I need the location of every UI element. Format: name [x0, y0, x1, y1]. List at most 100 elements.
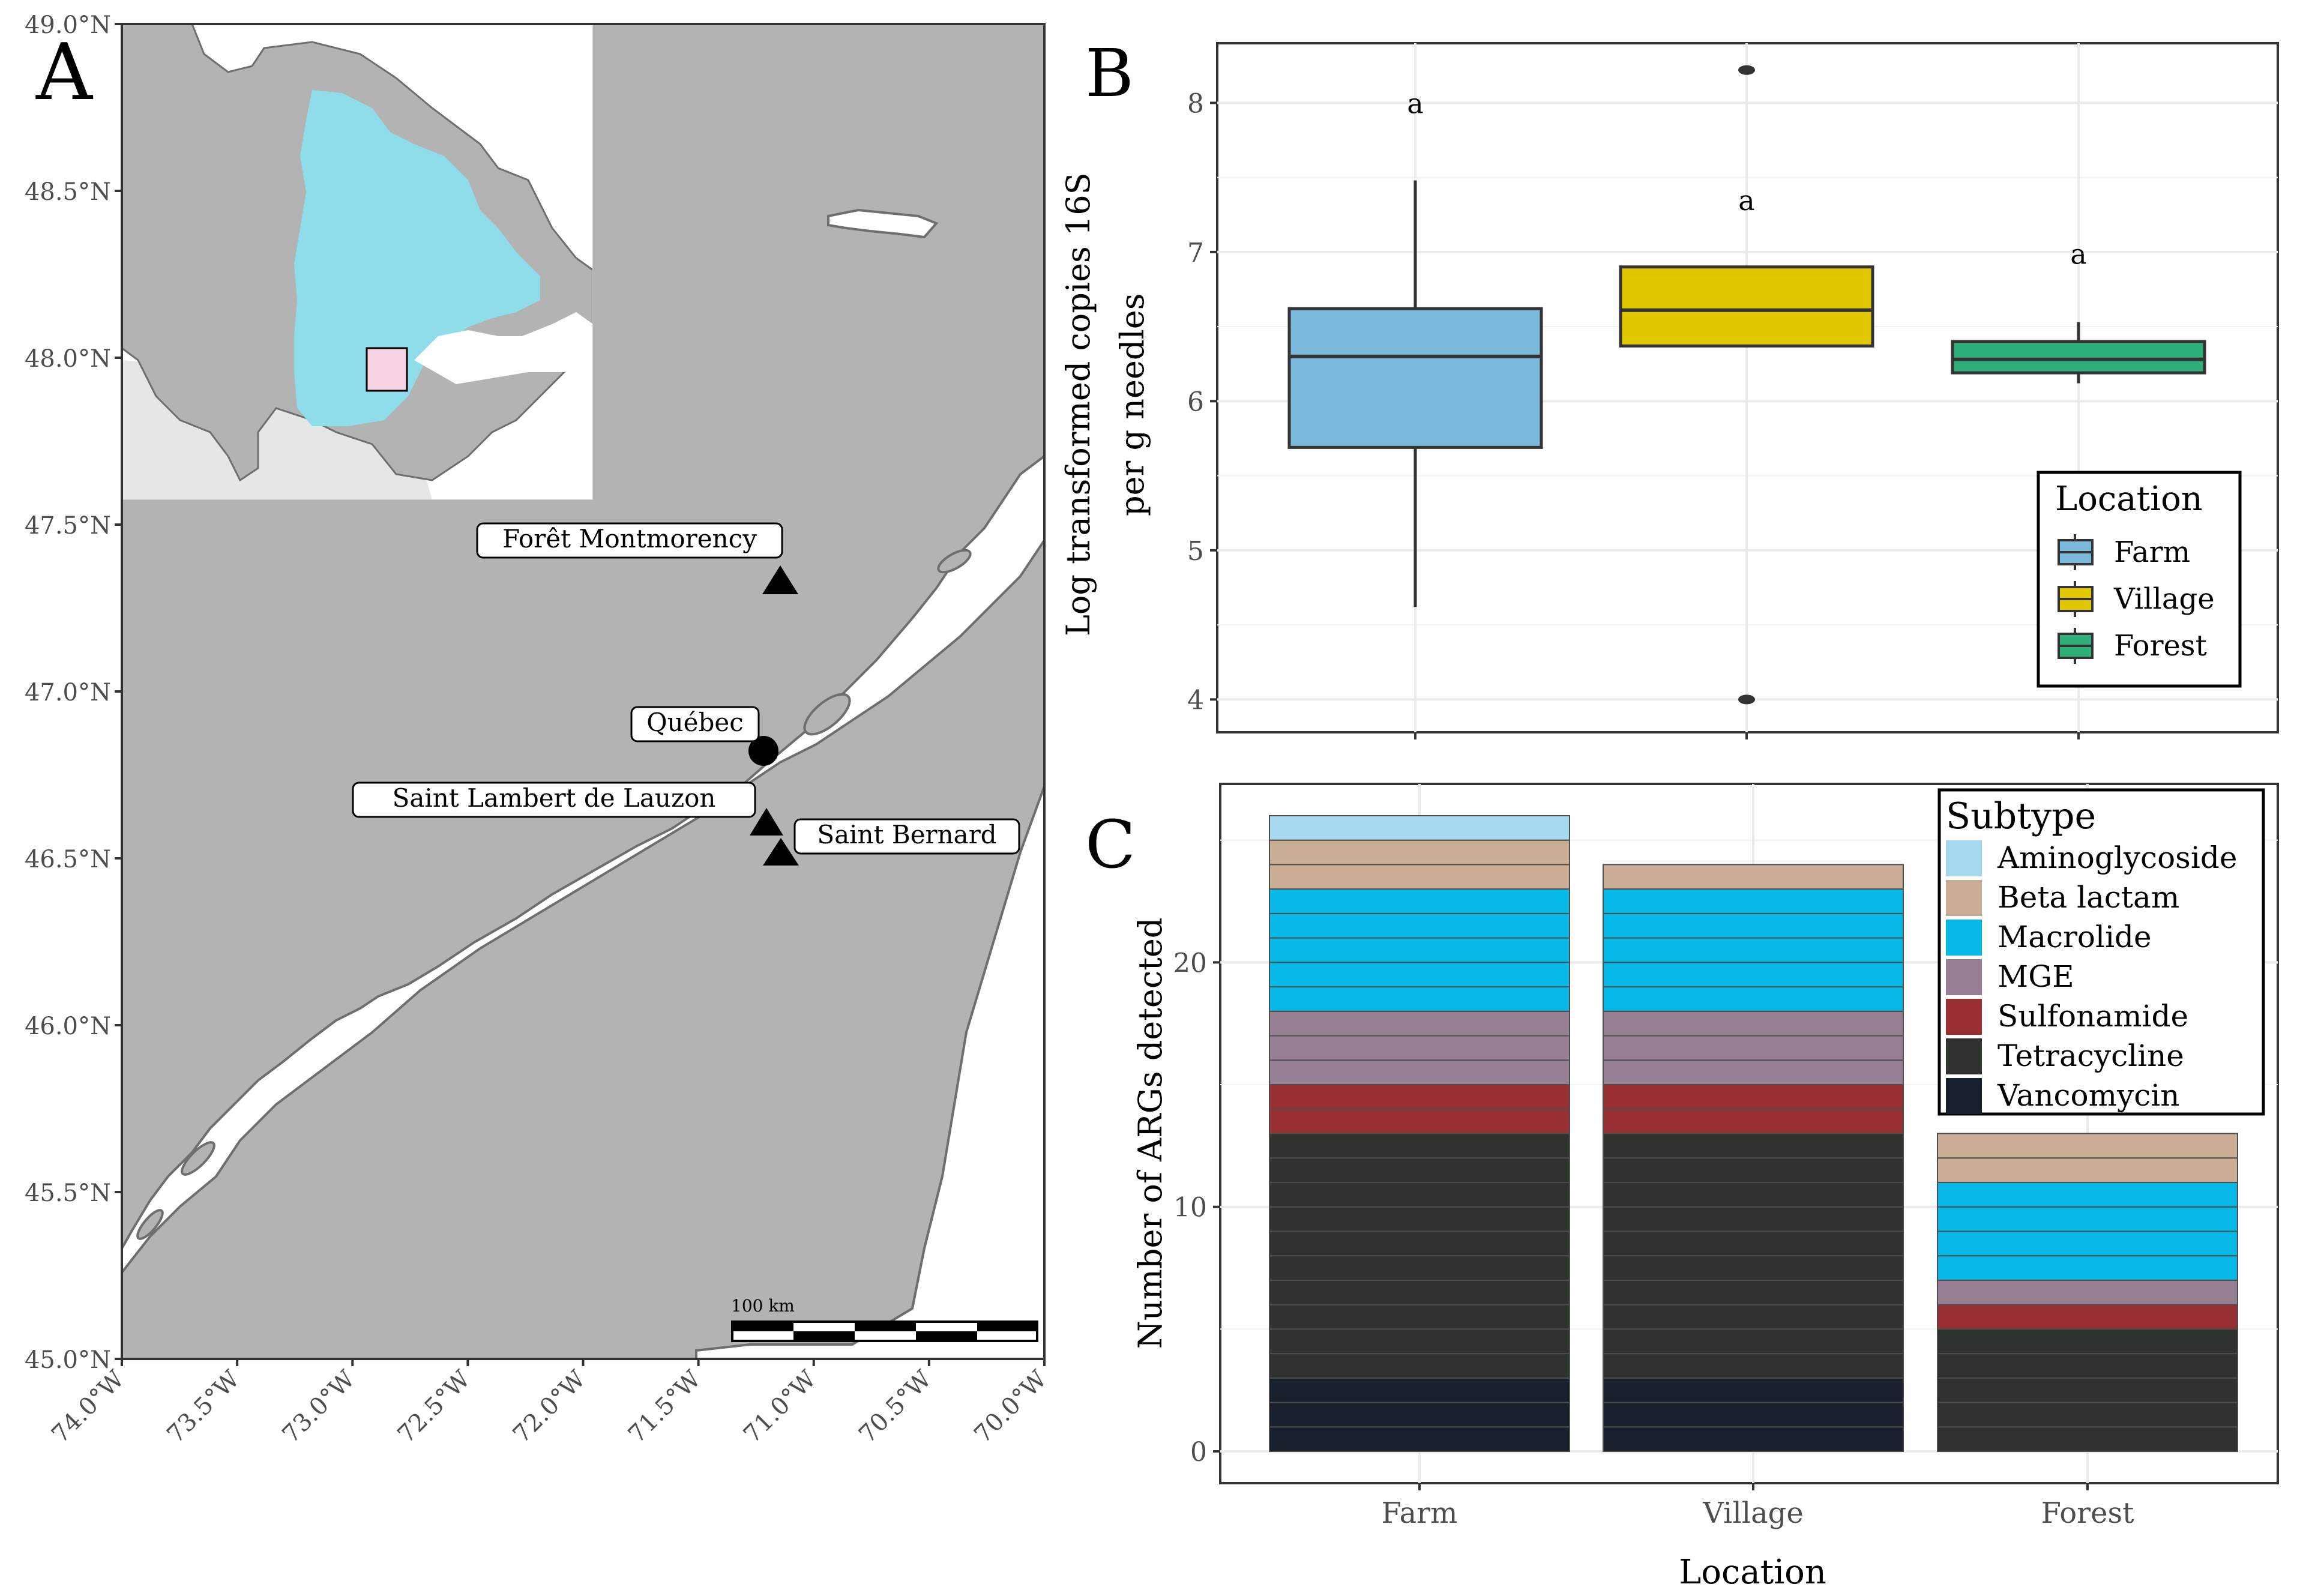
box-farm: a: [1287, 87, 1543, 607]
bar-segment-macrolide: [1603, 937, 1904, 963]
bar-segment-macrolide: [1603, 888, 1904, 914]
map-x-axis: 74.0°W 73.5°W 73.0°W 72.5°W 72.0°W 71.5°W 71.0…: [46, 1359, 1052, 1448]
bar-legend-label: Macrolide: [1997, 920, 2152, 954]
bar-segment-sulfonamide: [1603, 1084, 1904, 1110]
bar-legend-label: Sulfonamide: [1997, 999, 2188, 1034]
box-outlier: [1738, 694, 1755, 705]
bar-segment-tetracycline: [1269, 1181, 1570, 1208]
bar-segment-mge: [1269, 1035, 1570, 1061]
scale-bar-label: 100 km: [731, 1296, 795, 1316]
map-y-tick-label: 46.0°N: [25, 1013, 111, 1040]
island-orleans: [803, 693, 851, 736]
bar-segment-macrolide: [1937, 1206, 2238, 1232]
box-iqr: [1951, 340, 2206, 375]
site-marker-saint-lambert: [750, 808, 783, 836]
bar-y-tick-label: 0: [1190, 1437, 1207, 1468]
bar-segment-macrolide: [1269, 912, 1570, 939]
panel-b-boxplot: a a a 4 5 6 7 8 Log transformed copies 16S per…: [1059, 35, 2279, 739]
site-label-saint-lambert: Saint Lambert de Lauzon: [393, 783, 716, 813]
bar-segment-vancomycin: [1603, 1402, 1904, 1428]
box-forest: a: [1951, 238, 2206, 384]
map-y-tick-label: 47.5°N: [25, 512, 111, 540]
bar-segment-tetracycline: [1269, 1255, 1570, 1281]
map-x-tick-label: 73.0°W: [277, 1366, 361, 1449]
boxplot-y-tick-label: 6: [1187, 387, 1204, 417]
water-southeast: [695, 786, 1044, 1359]
boxplot-y-tick-label: 8: [1187, 88, 1204, 119]
bar-x-tick-label: Village: [1702, 1496, 1804, 1530]
bar-legend: Subtype Aminoglycoside Beta lactam Macroli…: [1937, 788, 2265, 1116]
inset-quebec-province: [294, 90, 540, 426]
bar-x-axis: Farm Village Forest: [1381, 1483, 2134, 1530]
bar-legend-key: [1946, 920, 1982, 956]
bar-y-label: Number of ARGs detected: [1131, 918, 1169, 1349]
inset-map: [122, 24, 593, 500]
bar-legend-key: [1946, 880, 1982, 916]
bar-segment-tetracycline: [1603, 1255, 1904, 1281]
map-x-tick-label: 70.5°W: [853, 1366, 937, 1449]
bar-segment-tetracycline: [1937, 1402, 2238, 1428]
map-y-tick-label: 47.0°N: [25, 679, 111, 706]
bar-y-tick-label: 20: [1173, 948, 1207, 978]
bar-segment-beta-lactam: [1937, 1157, 2238, 1183]
bar-segment-sulfonamide: [1937, 1304, 2238, 1330]
panel-c-stacked-bar: 0 10 20 Farm Village Forest Number of ARGs d…: [1085, 783, 2279, 1592]
upper-river: [827, 208, 939, 239]
bar-segment-tetracycline: [1269, 1157, 1570, 1183]
bar-segment-aminoglycoside: [1269, 815, 1570, 841]
site-label-box-saint-bernard: [793, 818, 1020, 855]
bar-segment-macrolide: [1937, 1255, 2238, 1281]
island-west: [181, 1141, 215, 1176]
bar-legend-title: Subtype: [1946, 795, 2096, 837]
bar-y-tick-label: 10: [1173, 1193, 1207, 1223]
bar-segment-mge: [1937, 1279, 2238, 1305]
bar-segment-macrolide: [1269, 937, 1570, 963]
bar-segment-sulfonamide: [1603, 1108, 1904, 1134]
bar-segment-vancomycin: [1269, 1426, 1570, 1453]
bar-segment-tetracycline: [1269, 1353, 1570, 1379]
bar-segment-vancomycin: [1603, 1377, 1904, 1403]
site-marker-quebec: [748, 736, 778, 766]
bar-segment-tetracycline: [1937, 1328, 2238, 1355]
island-montreal: [136, 1209, 164, 1240]
box-village: a: [1619, 65, 1874, 705]
bar-x-tick-label: Forest: [2041, 1496, 2134, 1530]
map-y-tick-label: 48.5°N: [25, 178, 111, 206]
bar-legend-key: [1946, 1038, 1982, 1074]
bar-segment-macrolide: [1269, 888, 1570, 914]
bar-segment-vancomycin: [1269, 1402, 1570, 1428]
boxplot-boxes: a a a: [1287, 65, 2206, 705]
bar-segment-tetracycline: [1603, 1353, 1904, 1379]
boxplot-y-axis: 4 5 6 7 8: [1187, 88, 2080, 739]
bar-segment-tetracycline: [1603, 1181, 1904, 1208]
boxplot-y-tick-label: 4: [1187, 685, 1204, 715]
boxplot-legend-label: Farm: [2114, 535, 2190, 569]
bar-x-tick-label: Farm: [1381, 1496, 1457, 1530]
site-marker-saint-bernard: [763, 838, 799, 866]
bar-segment-tetracycline: [1603, 1328, 1904, 1355]
map-y-tick-label: 45.5°N: [25, 1179, 111, 1207]
box-significance-letter: a: [1738, 184, 1754, 217]
map-y-tick-label: 49.0°N: [25, 11, 111, 39]
bar-segment-tetracycline: [1269, 1304, 1570, 1330]
bar-segment-macrolide: [1603, 912, 1904, 939]
boxplot-y-tick-label: 7: [1187, 238, 1204, 268]
map-x-tick-label: 71.5°W: [623, 1366, 706, 1449]
bar-legend-label: Tetracycline: [1997, 1038, 2184, 1073]
bar-segment-mge: [1269, 1059, 1570, 1086]
map-y-tick-label: 45.0°N: [25, 1346, 111, 1374]
bar-segment-tetracycline: [1269, 1328, 1570, 1355]
map-y-axis: 49.0°N 48.5°N 48.0°N 47.5°N 47.0°N 46.5°N 46.0…: [25, 11, 122, 1374]
bar-segment-beta-lactam: [1937, 1133, 2238, 1159]
boxplot-legend-title: Location: [2055, 480, 2203, 519]
bar-segment-macrolide: [1603, 962, 1904, 988]
bar-segment-macrolide: [1269, 986, 1570, 1012]
boxplot-y-label-line2: per g needles: [1113, 294, 1151, 516]
inset-study-area-box: [366, 347, 408, 392]
site-label-quebec: Québec: [646, 708, 744, 737]
panel-letter-c: C: [1085, 806, 1136, 883]
bar-segment-mge: [1603, 1035, 1904, 1061]
bar-segment-tetracycline: [1603, 1157, 1904, 1183]
st-lawrence-river: [122, 454, 1044, 1275]
boxplot-legend-label: Forest: [2114, 629, 2207, 663]
